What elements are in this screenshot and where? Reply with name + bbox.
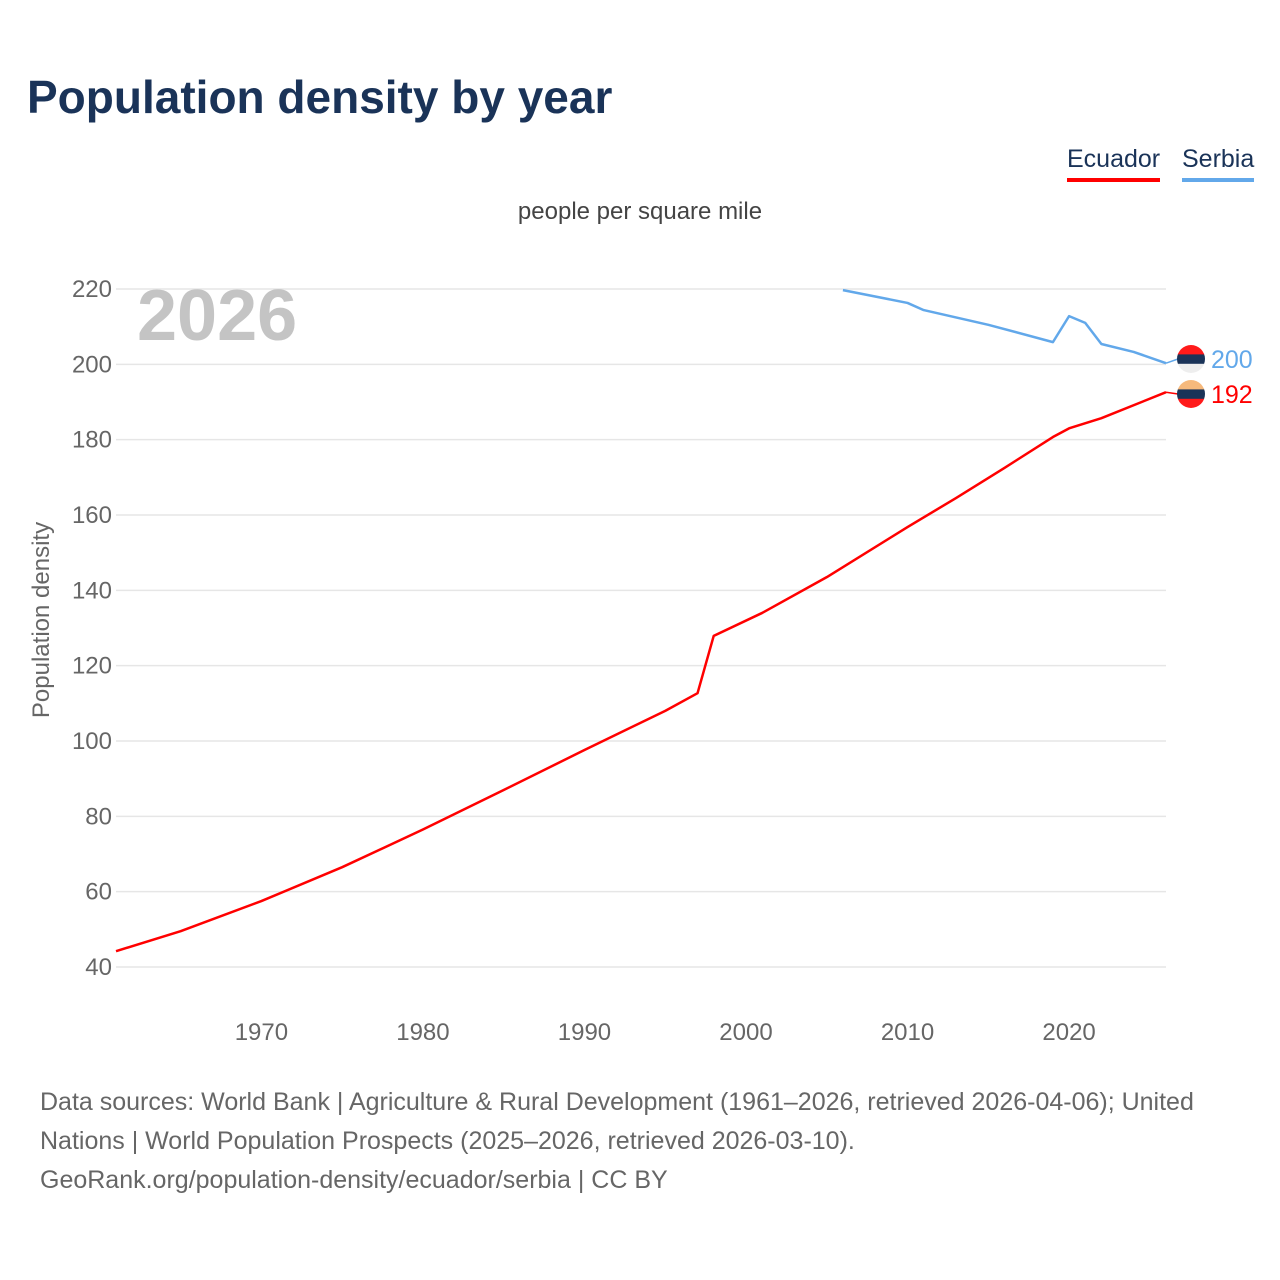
x-tick-label: 1980	[396, 1019, 449, 1046]
x-tick-label: 1990	[558, 1019, 611, 1046]
serbia-flag-icon	[1177, 345, 1205, 373]
legend-item-serbia[interactable]: Serbia	[1182, 145, 1255, 182]
chart-subtitle: people per square mile	[517, 198, 763, 225]
legend-item-ecuador[interactable]: Ecuador	[1067, 145, 1161, 182]
leader-line	[1165, 358, 1179, 364]
footer: Data sources: World Bank | Agriculture &…	[40, 1083, 1250, 1200]
series-line-serbia	[842, 288, 1167, 365]
year-watermark: 2026	[137, 276, 297, 356]
y-tick-label: 40	[85, 954, 112, 981]
y-tick-label: 100	[72, 728, 112, 755]
y-tick-label: 160	[72, 502, 112, 529]
x-tick-label: 1970	[235, 1019, 288, 1046]
page-title: Population density by year	[27, 71, 613, 123]
leader-line	[1165, 391, 1179, 395]
ecuador-flag-icon	[1177, 380, 1205, 408]
source-link[interactable]: GeoRank.org/population-density/ecuador/s…	[40, 1166, 668, 1194]
series-line-ecuador	[115, 391, 1167, 953]
y-tick-label: 140	[72, 577, 112, 604]
y-tick-label: 220	[72, 276, 112, 303]
end-value-label-ecuador: 192	[1211, 381, 1253, 409]
x-tick-label: 2020	[1042, 1019, 1095, 1046]
y-tick-label: 180	[72, 427, 112, 454]
x-tick-label: 2000	[719, 1019, 772, 1046]
data-sources: Data sources: World Bank | Agriculture &…	[40, 1088, 1194, 1155]
end-value-label-serbia: 200	[1211, 346, 1253, 374]
y-tick-label: 60	[85, 879, 112, 906]
y-tick-label: 120	[72, 653, 112, 680]
y-tick-label: 200	[72, 351, 112, 378]
x-tick-label: 2010	[881, 1019, 934, 1046]
y-tick-label: 80	[85, 803, 112, 830]
